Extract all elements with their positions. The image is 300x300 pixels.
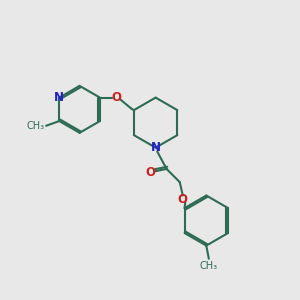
Text: CH₃: CH₃ [200, 261, 218, 271]
Text: O: O [145, 166, 155, 178]
Text: N: N [54, 91, 64, 104]
Text: O: O [178, 193, 188, 206]
Text: O: O [111, 91, 121, 104]
Text: N: N [151, 141, 160, 154]
Text: CH₃: CH₃ [26, 121, 45, 131]
